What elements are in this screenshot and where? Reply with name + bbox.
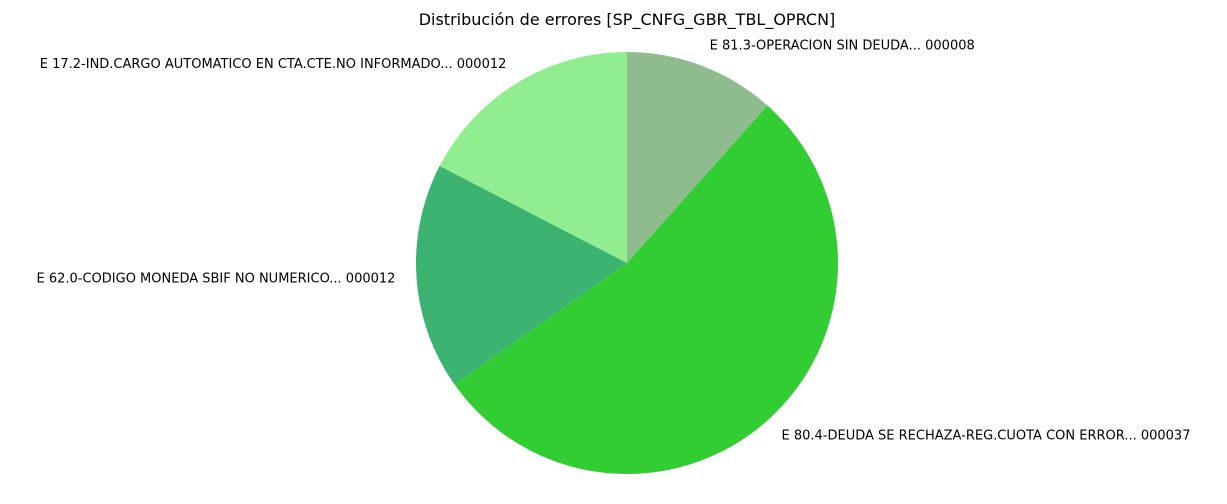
pie-slice <box>416 165 627 385</box>
pie-slice <box>439 51 627 263</box>
pie-slice-label: E 81.3-OPERACION SIN DEUDA... 000008 <box>710 39 975 54</box>
pie-slice <box>454 105 838 474</box>
pie-labels: E 81.3-OPERACION SIN DEUDA... 000008 E 80… <box>36 39 1190 444</box>
pie-slices <box>416 51 838 474</box>
pie-slice-label: E 80.4-DEUDA SE RECHAZA-REG.CUOTA CON ER… <box>782 429 1191 444</box>
pie-slice <box>627 52 768 263</box>
pie-slice-label: E 62.0-CODIGO MONEDA SBIF NO NUMERICO...… <box>36 271 395 286</box>
chart-title: Distribución de errores [SP_CNFG_GBR_TBL… <box>419 10 836 30</box>
pie-slice-label: E 17.2-IND.CARGO AUTOMATICO EN CTA.CTE.N… <box>40 57 507 72</box>
